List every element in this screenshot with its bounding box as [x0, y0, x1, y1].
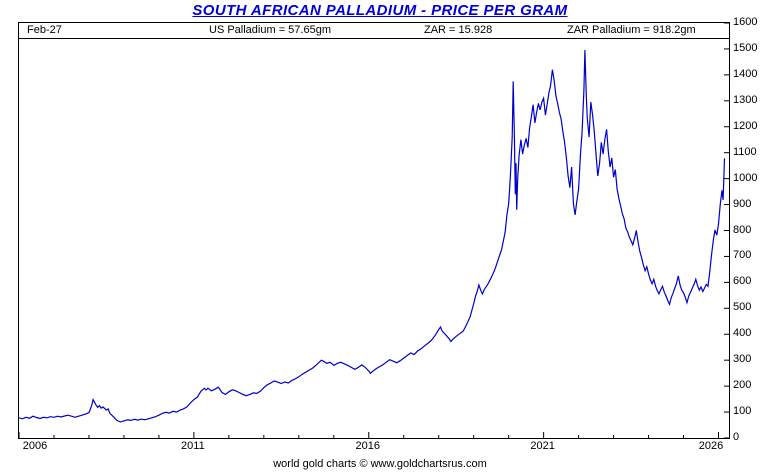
y-axis-tick-label: 1600	[733, 16, 758, 28]
y-axis-tick-label: 1100	[733, 145, 757, 158]
y-axis-tick-label: 1000	[733, 171, 758, 184]
y-axis-tick-label: 1200	[733, 119, 758, 132]
y-axis-tick-label: 900	[733, 197, 752, 210]
x-axis-tick-label: 2021	[530, 440, 555, 452]
x-axis-tick-label: 2011	[181, 440, 205, 452]
zar-rate-label: ZAR = 15.928	[424, 24, 493, 36]
y-axis-tick-label: 500	[733, 301, 752, 314]
x-axis-tick-label: 2016	[355, 440, 380, 452]
plot-area: Feb-27 US Palladium = 57.65gm ZAR = 15.9…	[18, 22, 730, 439]
y-axis-tick-label: 600	[733, 275, 752, 288]
y-axis-tick-label: 0	[733, 431, 740, 443]
y-axis-tick-label: 800	[733, 223, 752, 236]
y-axis-tick-label: 1500	[733, 41, 758, 54]
y-axis-labels: 0 100 200 300 400 500 600 700 800 900 1000 1100 1200…	[733, 16, 760, 443]
us-palladium-label: US Palladium = 57.65gm	[209, 24, 331, 36]
date-label: Feb-27	[27, 24, 62, 36]
x-axis-tick-label: 2006	[22, 440, 48, 452]
y-axis-tick-label: 700	[733, 249, 752, 262]
y-axis-tick-label: 300	[733, 353, 752, 366]
copyright-footer: world gold charts © www.goldchartsrus.co…	[273, 458, 487, 470]
zar-palladium-label: ZAR Palladium = 918.2gm	[567, 24, 696, 36]
chart-header-bar: Feb-27 US Palladium = 57.65gm ZAR = 15.9…	[19, 23, 729, 39]
y-axis-tick-label: 400	[733, 327, 752, 340]
y-axis-tick-label: 1400	[733, 67, 758, 80]
y-axis-tick-label: 100	[733, 405, 752, 418]
palladium-price-line	[19, 50, 726, 423]
x-axis-tick-label: 2026	[698, 440, 724, 452]
x-axis-labels: 2006 2011 2016 2021 2026	[18, 440, 728, 454]
y-axis-tick-label: 1300	[733, 93, 758, 106]
y-axis-tick-label: 200	[733, 379, 752, 392]
price-line-chart	[19, 23, 729, 438]
chart-title: SOUTH AFRICAN PALLADIUM - PRICE PER GRAM	[192, 2, 568, 19]
